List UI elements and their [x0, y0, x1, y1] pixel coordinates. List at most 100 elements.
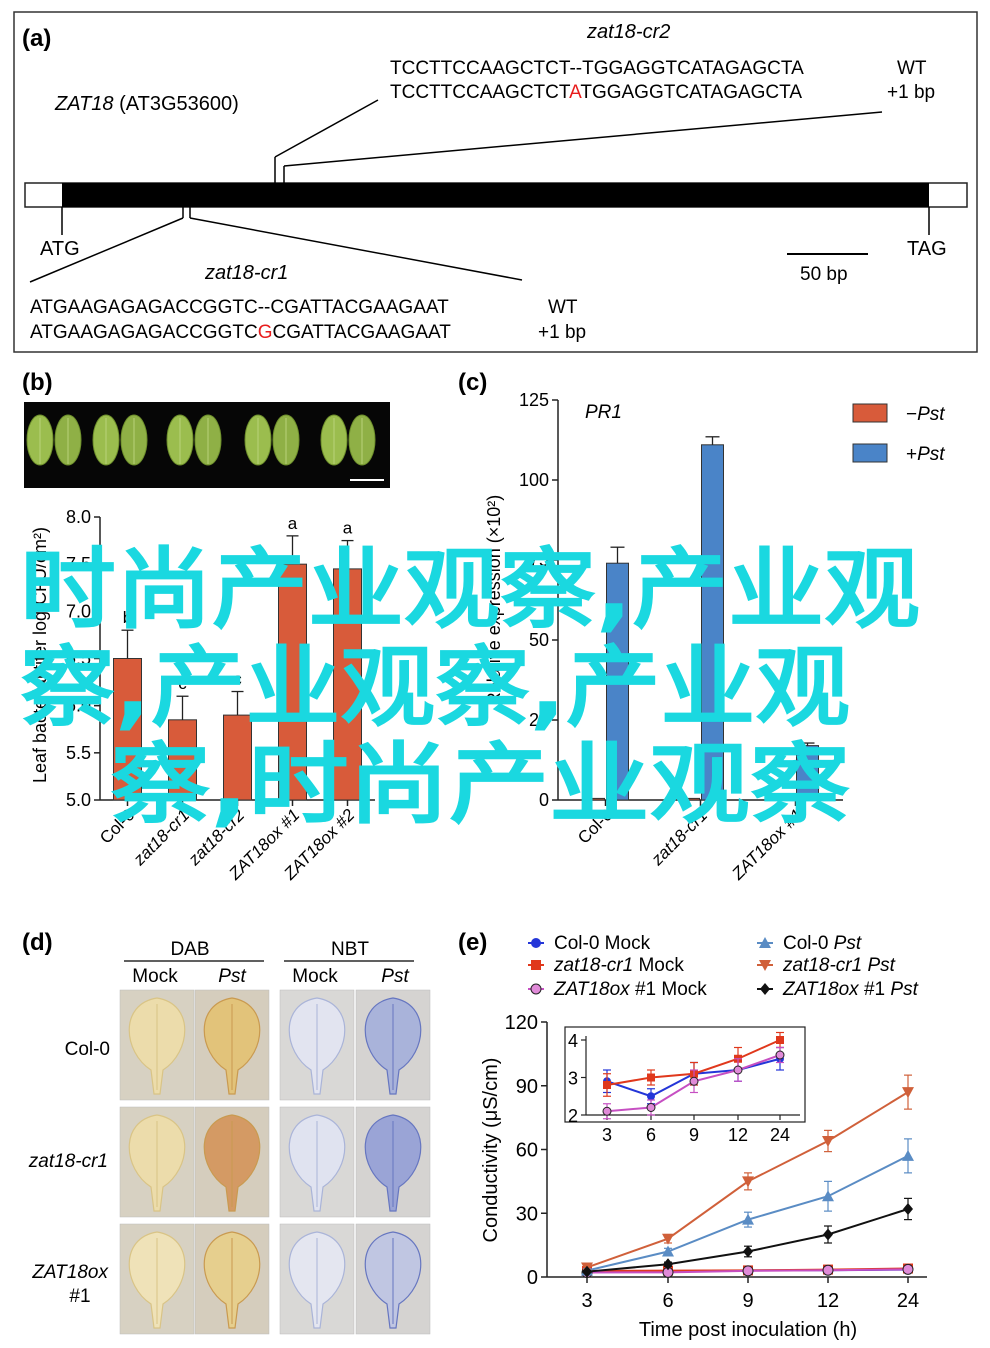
staining-leaf-grid: [119, 989, 431, 1335]
row-zat18ox: ZAT18ox: [31, 1262, 109, 1283]
chart-b-ytick-label: 5.5: [66, 743, 91, 763]
panel-a: (a) ZAT18 (AT3G53600) ATG TAG 50 bp zat1…: [13, 11, 978, 353]
chart-c-legend-label: +Pst: [906, 444, 945, 465]
data-point: [689, 1076, 699, 1086]
inset-xtick-label: 9: [689, 1125, 699, 1145]
data-point: [822, 1136, 834, 1147]
inset-frame: [564, 1026, 806, 1123]
chart-e-ytick-label: 30: [516, 1203, 538, 1225]
col-nbt-mock: Mock: [292, 966, 338, 987]
cr2-wt-label: WT: [897, 58, 927, 79]
data-point: [742, 1213, 754, 1225]
data-point: [531, 960, 541, 970]
panel-a-label: (a): [22, 25, 51, 52]
chart-b-bar: [278, 563, 307, 801]
panel-e: (e) 0 30 60 90 120 3 6 9 12 24 Time post inoculati…: [458, 929, 927, 1341]
legend-label: ZAT18ox #1 Pst: [782, 979, 919, 1000]
chart-c-ytick-label: 75: [529, 550, 549, 570]
chart-e-ytick-label: 120: [505, 1012, 538, 1034]
chart-c-ytick-label: 125: [519, 390, 549, 410]
cr1-mut-sequence: ATGAAGAGAGACCGGTCGCGATTACGAAGAAT: [30, 322, 451, 343]
col-dab-pst: Pst: [218, 966, 246, 987]
chart-c-legend-swatch: [852, 443, 888, 463]
data-point: [775, 1050, 785, 1060]
panel-d-label: (d): [22, 929, 53, 956]
chart-e-xtick-label: 12: [817, 1290, 839, 1312]
cr2-wt-sequence: TCCTTCCAAGCTCT--TGGAGGTCATAGAGCTA: [390, 58, 804, 79]
chart-e-ytick-label: 90: [516, 1076, 538, 1098]
data-point: [530, 983, 542, 995]
data-point: [662, 1245, 674, 1257]
row-zat18-cr1: zat18-cr1: [28, 1151, 108, 1172]
inset-ytick-label: 3: [568, 1069, 578, 1089]
row-zat18ox-line: #1: [69, 1286, 90, 1307]
data-point: [903, 1203, 913, 1215]
data-point: [582, 1265, 592, 1278]
data-point: [733, 1065, 743, 1075]
chart-b-letter: c: [178, 674, 187, 693]
panel-c-label: (c): [458, 369, 487, 396]
chart-e-xtick-label: 9: [742, 1290, 753, 1312]
chart-b-ytick-label: 7.0: [66, 601, 91, 621]
data-point: [822, 1264, 834, 1276]
legend-label: ZAT18ox #1 Mock: [553, 979, 707, 1000]
chart-e-ytick-label: 60: [516, 1140, 538, 1162]
row-col0: Col-0: [65, 1039, 110, 1060]
chart-e-xtick-label: 24: [897, 1290, 919, 1312]
chart-b-bar: [223, 714, 252, 801]
chart-c-ytick-label: 25: [529, 710, 549, 730]
watermark-line-1: 时尚产业观察,产业观: [20, 538, 920, 641]
chart-b-ylabel: Leaf bacterial titer log(CFU/cm²): [30, 527, 50, 783]
data-point: [647, 1073, 655, 1082]
chart-b-ytick-label: 7.5: [66, 554, 91, 574]
cr2-allele-name: zat18-cr2: [586, 21, 670, 43]
data-point: [902, 1149, 914, 1161]
panel-b-label: (b): [22, 369, 53, 396]
chart-b-letter: c: [233, 670, 242, 689]
data-point: [822, 1190, 834, 1202]
chart-c-bar: [772, 797, 795, 801]
chart-c-ytick-label: 100: [519, 470, 549, 490]
chart-e-ytick-label: 0: [527, 1267, 538, 1289]
chart-c-bar: [677, 797, 700, 801]
panel-d: (d) DAB NBT Mock Pst Mock Pst Col-0 zat1…: [22, 929, 431, 1335]
gene-cds-block: [62, 183, 929, 207]
col-dab-mock: Mock: [132, 966, 178, 987]
chart-b-letter: a: [343, 519, 353, 538]
chart-c-bar: [582, 797, 605, 801]
chart-e-xtick-label: 6: [662, 1290, 673, 1312]
stain-dab: DAB: [170, 939, 209, 960]
chart-e-xlabel: Time post inoculation (h): [639, 1319, 857, 1341]
chart-c-ytick-label: 0: [539, 790, 549, 810]
panel-a-frame: [13, 11, 978, 353]
chart-b-bar: [168, 719, 197, 801]
data-point: [776, 1036, 784, 1044]
watermark-line-2: 察,产业观察,产业观: [20, 636, 850, 739]
inset-xtick-label: 3: [602, 1125, 612, 1145]
data-point: [902, 1263, 914, 1275]
cr2-mut-label: +1 bp: [887, 82, 935, 103]
inset-xtick-label: 6: [646, 1125, 656, 1145]
data-point: [663, 1258, 673, 1271]
cr1-wt-sequence: ATGAAGAGAGACCGGTC--CGATTACGAAGAAT: [30, 297, 449, 318]
inset-ytick-label: 4: [568, 1031, 578, 1051]
legend-label: Col-0 Mock: [554, 933, 651, 954]
inset-xtick-label: 24: [770, 1125, 790, 1145]
watermark: 时尚产业观察,产业观 察,产业观察,产业观 察,时尚产业观察: [20, 538, 920, 836]
chart-c-gene: PR1: [585, 402, 622, 423]
inset-xtick-label: 12: [728, 1125, 748, 1145]
stain-nbt: NBT: [331, 939, 369, 960]
stop-codon: TAG: [907, 238, 947, 260]
data-point: [759, 937, 771, 948]
chart-c-ytick-label: 50: [529, 630, 549, 650]
legend-label: Col-0 Pst: [783, 933, 862, 954]
panel-e-label: (e): [458, 929, 487, 956]
data-point: [742, 1265, 754, 1277]
data-point: [602, 1106, 612, 1116]
cr1-allele-name: zat18-cr1: [204, 262, 288, 284]
col-nbt-pst: Pst: [381, 966, 409, 987]
chart-b-bar: [113, 658, 142, 801]
chart-e-xtick-label: 3: [581, 1290, 592, 1312]
chart-b-letter: a: [288, 514, 298, 533]
data-point: [647, 1092, 655, 1101]
